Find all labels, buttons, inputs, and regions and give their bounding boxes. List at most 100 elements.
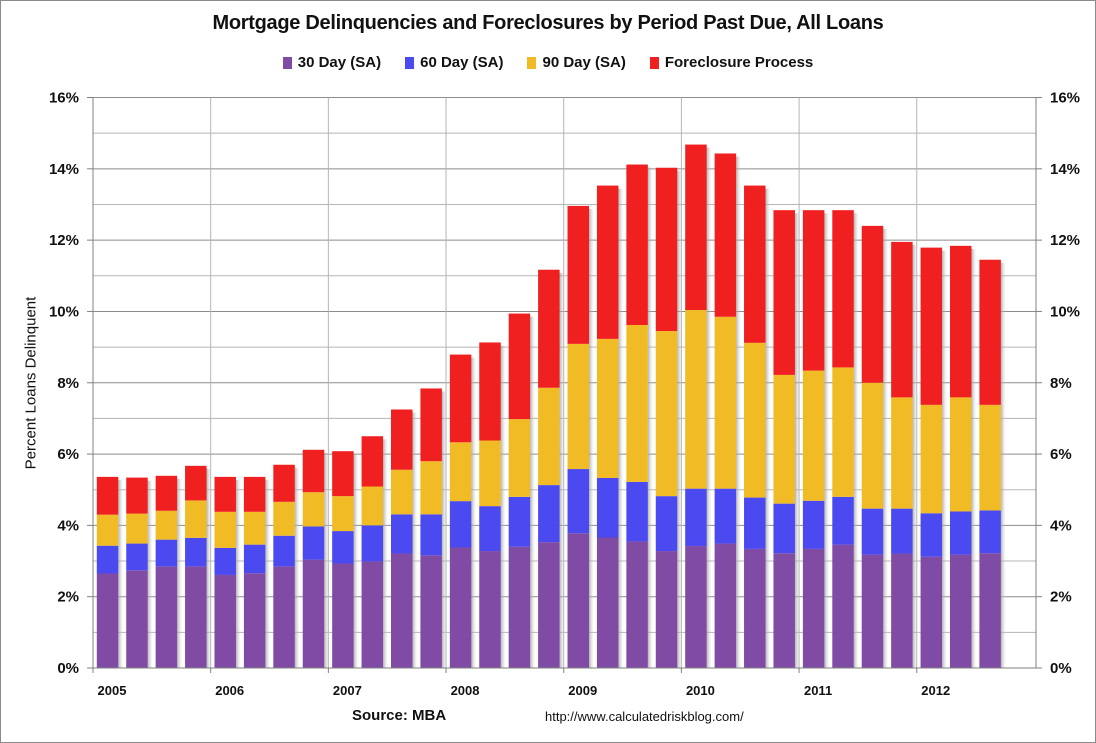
y-tick-label-right: 2% (1050, 589, 1072, 606)
bar-segment: 2010Q2 90 Day (SA): 4.82% (714, 316, 737, 489)
bar-segment: 2006Q3 90 Day (SA): 0.95% (273, 501, 295, 536)
y-tick-label-left: 14% (49, 161, 79, 178)
bar-segment: 2012Q3 90 Day (SA): 2.96% (979, 404, 1001, 511)
bar-segment: 2010Q4 30 Day (SA): 3.22% (773, 553, 795, 668)
bar-segment: 2005Q1 90 Day (SA): 0.87% (96, 514, 119, 546)
bar-segment: 2005Q4 30 Day (SA): 2.85% (185, 566, 207, 668)
y-tick-label-right: 6% (1050, 446, 1072, 463)
legend-item-60-day: 60 Day (SA) (405, 54, 503, 71)
bar-stack: 2011Q4 30 Day (SA): 3.21%2011Q4 60 Day (… (891, 241, 913, 668)
bar-stack: 2010Q3 30 Day (SA): 3.34%2010Q3 60 Day (… (744, 185, 766, 668)
y-tick-label-right: 4% (1050, 517, 1072, 534)
x-tick-label: 2011 (804, 683, 832, 698)
bar-shadow (677, 170, 683, 669)
bar-shadow (618, 188, 624, 669)
bar-segment: 2010Q3 30 Day (SA): 3.34% (744, 548, 766, 668)
bar-shadow (589, 208, 595, 668)
bar-stack: 2007Q3 30 Day (SA): 3.21%2007Q3 60 Day (… (391, 409, 413, 668)
legend-label: 60 Day (SA) (420, 54, 504, 71)
bar-shadow (824, 213, 830, 668)
bar-segment: 2009Q1 90 Day (SA): 3.51% (567, 343, 590, 470)
bar-shadow (147, 480, 153, 668)
y-tick-label-right: 0% (1050, 660, 1072, 677)
bar-segment: 2011Q4 30 Day (SA): 3.21% (891, 553, 913, 668)
bar-shadow (383, 439, 389, 668)
bar-segment: 2010Q4 60 Day (SA): 1.39% (773, 503, 795, 554)
bar-segment: 2006Q1 30 Day (SA): 2.61% (214, 574, 236, 668)
legend-item-30-day: 30 Day (SA) (282, 54, 381, 71)
bar-segment: 2007Q3 60 Day (SA): 1.1% (391, 514, 413, 554)
bar-stack: 2007Q1 30 Day (SA): 2.93%2007Q1 60 Day (… (332, 451, 354, 668)
bar-segment: 2008Q1 Foreclosure Process: 2.46% (449, 354, 472, 443)
bar-segment: 2010Q2 30 Day (SA): 3.49% (714, 543, 737, 668)
bar-shadow (441, 391, 447, 668)
bar-stack: 2008Q3 30 Day (SA): 3.4%2008Q3 60 Day (S… (508, 313, 531, 668)
legend-swatch-60-day (405, 56, 415, 69)
bar-segment: 2011Q1 Foreclosure Process: 4.5% (802, 210, 825, 371)
bar-shadow (853, 213, 859, 668)
bar-segment: 2009Q3 90 Day (SA): 4.4% (626, 324, 648, 482)
bar-stack: 2011Q2 30 Day (SA): 3.46%2011Q2 60 Day (… (832, 210, 854, 668)
bar-segment: 2011Q2 90 Day (SA): 3.63% (832, 367, 854, 497)
bar-segment: 2011Q1 90 Day (SA): 3.65% (802, 370, 825, 501)
bar-segment: 2012Q1 Foreclosure Process: 4.41% (920, 247, 943, 405)
bar-segment: 2008Q2 30 Day (SA): 3.28% (479, 551, 501, 668)
legend-swatch-90-day (527, 56, 537, 69)
bar-segment: 2008Q2 Foreclosure Process: 2.75% (479, 342, 501, 441)
legend: 30 Day (SA) 60 Day (SA) 90 Day (SA) Fore… (0, 54, 1096, 71)
x-tick-label: 2008 (451, 683, 480, 698)
bar-segment: 2011Q4 90 Day (SA): 3.12% (891, 397, 913, 509)
bar-segment: 2009Q4 90 Day (SA): 4.63% (655, 331, 678, 497)
bar-shadow (294, 467, 300, 668)
bar-shadow (736, 156, 742, 668)
bar-segment: 2011Q4 60 Day (SA): 1.26% (891, 508, 913, 554)
source-note: Source: MBA (352, 707, 447, 724)
bar-segment: 2010Q2 Foreclosure Process: 4.58% (714, 153, 737, 317)
bar-shadow (971, 248, 977, 668)
bar-segment: 2008Q3 60 Day (SA): 1.4% (508, 496, 531, 547)
x-tick-label: 2012 (921, 683, 950, 698)
y-axis-title: Percent Loans Delinquent (22, 296, 40, 470)
bar-shadow (530, 316, 536, 668)
bar-segment: 2006Q3 Foreclosure Process: 1.04% (273, 464, 295, 502)
bar-segment: 2012Q3 Foreclosure Process: 4.07% (979, 259, 1001, 405)
bar-segment: 2007Q2 Foreclosure Process: 1.41% (361, 436, 384, 487)
bar-segment: 2010Q3 Foreclosure Process: 4.41% (744, 185, 766, 343)
bar-stack: 2006Q3 30 Day (SA): 2.85%2006Q3 60 Day (… (273, 464, 295, 668)
bar-stack: 2011Q1 30 Day (SA): 3.34%2011Q1 60 Day (… (802, 210, 825, 668)
bar-segment: 2009Q1 Foreclosure Process: 3.87% (567, 205, 590, 344)
bar-segment: 2006Q4 90 Day (SA): 0.96% (302, 492, 325, 527)
bar-segment: 2006Q2 30 Day (SA): 2.66% (243, 573, 266, 668)
bar-segment: 2010Q1 90 Day (SA): 5.01% (685, 310, 707, 489)
bar-stack: 2009Q2 30 Day (SA): 3.66%2009Q2 60 Day (… (596, 185, 619, 668)
x-tick-label: 2010 (686, 683, 715, 698)
bar-segment: 2011Q3 90 Day (SA): 3.53% (861, 382, 884, 509)
bar-shadow (471, 357, 477, 668)
bar-segment: 2005Q2 30 Day (SA): 2.74% (126, 570, 148, 668)
bar-stack: 2008Q2 30 Day (SA): 3.28%2008Q2 60 Day (… (479, 342, 501, 668)
bar-shadow (706, 147, 712, 668)
bar-segment: 2011Q3 60 Day (SA): 1.29% (861, 508, 884, 555)
bar-segment: 2006Q1 Foreclosure Process: 0.98% (214, 476, 236, 512)
bar-segment: 2011Q3 30 Day (SA): 3.18% (861, 554, 884, 668)
bar-shadow (794, 213, 800, 668)
bar-segment: 2005Q4 Foreclosure Process: 0.97% (185, 465, 207, 501)
bar-stack: 2007Q4 30 Day (SA): 3.16%2007Q4 60 Day (… (420, 388, 442, 668)
bar-segment: 2007Q1 90 Day (SA): 0.98% (332, 496, 354, 532)
bar-segment: 2010Q3 90 Day (SA): 4.34% (744, 342, 766, 498)
legend-item-foreclosure: Foreclosure Process (649, 54, 813, 71)
bar-segment: 2005Q2 Foreclosure Process: 1.01% (126, 477, 148, 514)
bar-stack: 2009Q1 30 Day (SA): 3.78%2009Q1 60 Day (… (567, 205, 590, 668)
bar-segment: 2009Q2 Foreclosure Process: 4.3% (596, 185, 619, 339)
y-tick-label-right: 12% (1050, 232, 1080, 249)
bar-segment: 2005Q3 90 Day (SA): 0.81% (155, 510, 178, 540)
bar-segment: 2012Q1 90 Day (SA): 3.04% (920, 404, 943, 514)
x-tick-label: 2006 (215, 683, 244, 698)
bar-segment: 2007Q1 Foreclosure Process: 1.26% (332, 451, 354, 497)
y-tick-label-right: 8% (1050, 375, 1072, 392)
bar-segment: 2009Q4 Foreclosure Process: 4.58% (655, 167, 678, 332)
source-url: http://www.calculatedriskblog.com/ (545, 709, 744, 724)
bar-stack: 2012Q3 30 Day (SA): 3.22%2012Q3 60 Day (… (979, 259, 1001, 668)
legend-label: 90 Day (SA) (542, 54, 626, 71)
bar-segment: 2005Q3 30 Day (SA): 2.85% (155, 566, 178, 668)
